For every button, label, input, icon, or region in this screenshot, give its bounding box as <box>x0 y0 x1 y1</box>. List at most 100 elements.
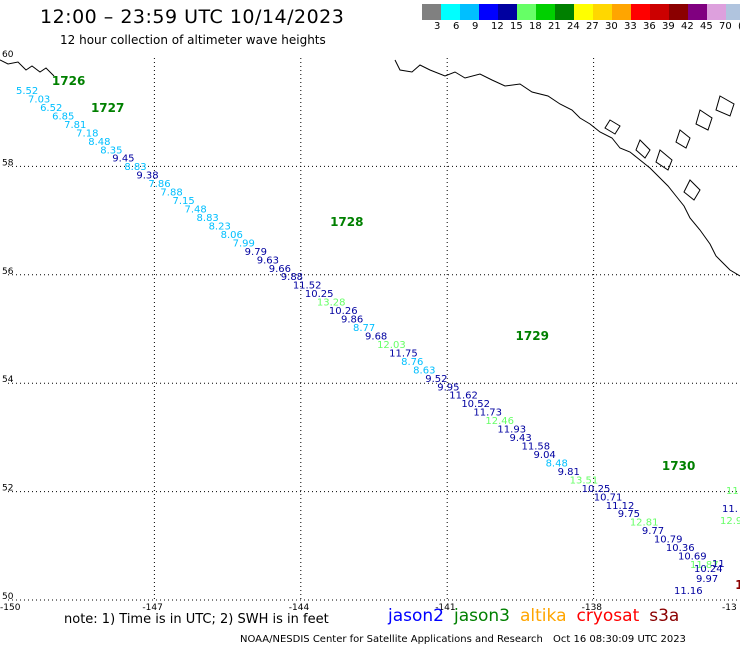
wave-height-value: 8.76 <box>401 357 423 368</box>
wave-height-value: 13.28 <box>317 298 346 309</box>
wave-height-value: 8.06 <box>221 230 243 241</box>
legend-swatch <box>498 4 517 20</box>
wave-height-value: 10.69 <box>678 552 707 563</box>
legend-label: 33 <box>624 21 637 32</box>
legend-swatch <box>612 4 631 20</box>
satellite-label-altika: altika <box>520 606 567 626</box>
legend-label: 6 <box>453 21 460 32</box>
wave-height-value: 6.85 <box>52 111 74 122</box>
wave-height-value: 10.36 <box>666 543 695 554</box>
map-subtitle: 12 hour collection of altimeter wave hei… <box>60 33 326 47</box>
wave-height-value: 8.48 <box>546 458 568 469</box>
lat-tick-label: 54 <box>2 375 14 385</box>
wave-height-value: 11.52 <box>293 281 322 292</box>
wave-height-value: 12.9 <box>720 516 740 527</box>
wave-height-value: 11.12 <box>606 501 635 512</box>
wave-height-value: 9.66 <box>269 264 291 275</box>
legend-swatch <box>631 4 650 20</box>
legend-swatch <box>726 4 740 20</box>
pass-label: 19 <box>735 578 740 592</box>
wave-height-value: 10.79 <box>654 535 683 546</box>
wave-height-value: 9.38 <box>136 171 158 182</box>
pass-labels: 1726 1727 1728 1729 1730 19 <box>52 74 740 592</box>
lat-tick-label: 52 <box>2 484 13 494</box>
color-legend <box>422 4 740 20</box>
legend-label: 42 <box>681 21 694 32</box>
legend-label: 9 <box>472 21 479 32</box>
wave-height-value: 10.24 <box>694 564 723 575</box>
legend-label: 3 <box>434 21 441 32</box>
wave-height-value: 10.71 <box>594 492 623 503</box>
wave-height-value: 6.52 <box>40 103 62 114</box>
legend-label: 18 <box>529 21 542 32</box>
pass-label: 1727 <box>91 101 124 115</box>
wave-height-value: 10.25 <box>582 484 611 495</box>
legend-label: 36 <box>643 21 656 32</box>
wave-height-value: 12.46 <box>485 416 514 427</box>
map-title: 12:00 – 23:59 UTC 10/14/2023 <box>40 6 345 28</box>
legend-label: 30 <box>605 21 618 32</box>
legend-swatch <box>536 4 555 20</box>
wave-height-value: 12.03 <box>377 340 406 351</box>
lon-tick-label: -147 <box>142 603 162 613</box>
legend-swatch <box>650 4 669 20</box>
pass-label: 1726 <box>52 74 85 88</box>
legend-swatch <box>688 4 707 20</box>
coastline-nw <box>0 59 55 77</box>
legend-swatch <box>555 4 574 20</box>
pass-label: 1730 <box>662 459 695 473</box>
legend-label: 70 <box>719 21 732 32</box>
wave-height-value: 9.63 <box>257 255 279 266</box>
pass-label: 1728 <box>330 215 363 229</box>
legend-swatch <box>441 4 460 20</box>
satellite-label-jason3: jason3 <box>454 606 510 626</box>
wave-height-value: 9.43 <box>509 433 531 444</box>
wave-height-value: 11.16 <box>674 586 703 597</box>
lon-tick-label: -13 <box>722 603 737 613</box>
legend-swatch <box>574 4 593 20</box>
wave-height-value: 9.86 <box>341 315 363 326</box>
wave-height-value: 9.52 <box>425 374 447 385</box>
wave-height-value: 11.87 <box>690 560 719 571</box>
satellite-label-jason2: jason2 <box>388 606 444 626</box>
wave-height-value: 11 <box>712 559 725 570</box>
wave-height-value: 8.35 <box>100 145 122 156</box>
wave-height-value: 11.75 <box>389 348 418 359</box>
wave-height-value: 10.26 <box>329 306 358 317</box>
legend-swatch <box>479 4 498 20</box>
wave-height-value: 9.79 <box>245 247 267 258</box>
lat-tick-label: 50 <box>2 592 14 602</box>
satellite-label-s3a: s3a <box>649 606 680 626</box>
satellite-legend: jason2 jason3 altika cryosat s3a <box>388 606 689 626</box>
alaska-coastline <box>394 59 740 277</box>
wave-height-value: 11. <box>722 504 738 515</box>
wave-height-value: 9.97 <box>696 574 718 585</box>
legend-label: 39 <box>662 21 675 32</box>
footer-note: note: 1) Time is in UTC; 2) SWH is in fe… <box>64 612 329 627</box>
wave-height-value: 7.15 <box>172 196 194 207</box>
wave-height-value: 8.23 <box>209 221 231 232</box>
wave-height-value: 9.77 <box>642 526 664 537</box>
wave-height-value: 13.51 <box>570 475 599 486</box>
credit-date: Oct 16 08:30:09 UTC 2023 <box>553 634 686 645</box>
wave-height-value: 9.45 <box>112 154 134 165</box>
legend-swatch <box>422 4 441 20</box>
legend-label: 27 <box>586 21 599 32</box>
wave-height-value: 7.48 <box>185 205 207 216</box>
wave-height-value: 7.86 <box>148 179 170 190</box>
satellite-label-cryosat: cryosat <box>576 606 640 626</box>
wave-height-value: 9.88 <box>281 272 303 283</box>
legend-label: (ft) <box>738 21 740 32</box>
pass-label: 1729 <box>516 329 549 343</box>
legend-swatch <box>707 4 726 20</box>
legend-swatch <box>517 4 536 20</box>
wave-height-value: 7.81 <box>64 120 86 131</box>
legend-swatch <box>460 4 479 20</box>
legend-label: 12 <box>491 21 504 32</box>
legend-label: 24 <box>567 21 580 32</box>
legend-swatch <box>669 4 688 20</box>
wave-height-value: 7.99 <box>233 238 255 249</box>
wave-height-value: 9.75 <box>618 509 640 520</box>
